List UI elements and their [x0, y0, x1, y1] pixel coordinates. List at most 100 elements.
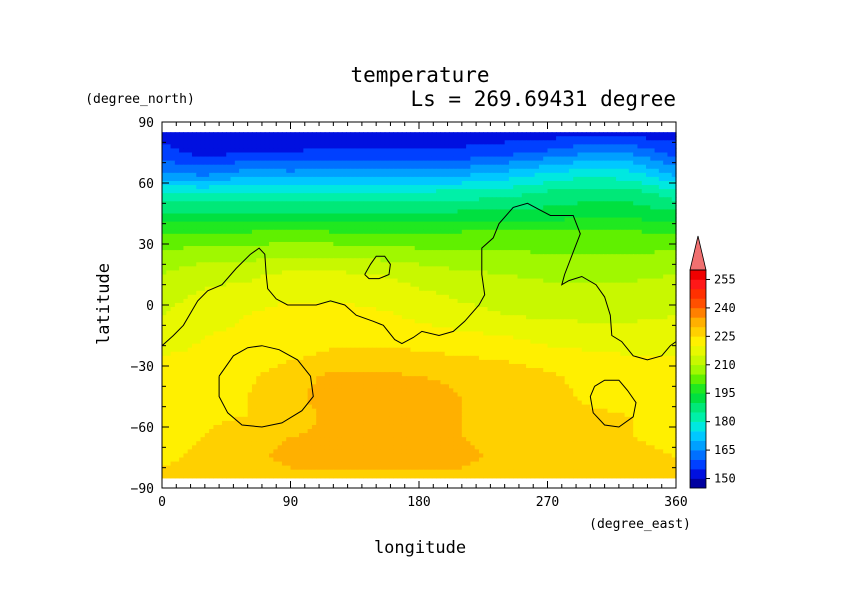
- field-cell: [341, 254, 347, 259]
- field-cell: [354, 246, 360, 251]
- field-cell: [551, 286, 557, 292]
- field-cell: [264, 213, 270, 219]
- field-cell: [281, 258, 287, 263]
- field-cell: [616, 270, 621, 276]
- field-cell: [367, 286, 373, 292]
- field-cell: [230, 201, 236, 206]
- field-cell: [491, 221, 497, 227]
- field-cell: [547, 274, 553, 280]
- field-cell: [281, 221, 287, 227]
- field-cell: [389, 172, 394, 178]
- field-cell: [564, 160, 570, 166]
- field-cell: [637, 278, 643, 284]
- field-cell: [371, 282, 377, 288]
- field-cell: [590, 262, 596, 267]
- field-cell: [419, 237, 424, 243]
- field-cell: [543, 266, 549, 272]
- field-cell: [620, 221, 626, 227]
- field-cell: [448, 229, 454, 235]
- field-cell: [363, 294, 369, 300]
- field-cell: [281, 250, 287, 255]
- field-cell: [393, 132, 399, 137]
- field-cell: [504, 213, 510, 219]
- field-cell: [448, 176, 454, 182]
- field-cell: [239, 229, 244, 235]
- field-cell: [346, 294, 352, 300]
- field-cell: [384, 185, 390, 190]
- field-cell: [397, 237, 403, 243]
- field-cell: [183, 197, 189, 202]
- field-cell: [551, 144, 557, 150]
- field-cell: [603, 148, 609, 154]
- field-cell: [508, 282, 514, 288]
- field-cell: [273, 294, 279, 300]
- field-cell: [667, 209, 673, 215]
- field-cell: [324, 274, 330, 280]
- field-cell: [658, 241, 664, 247]
- field-cell: [290, 185, 296, 190]
- field-cell: [427, 250, 433, 255]
- field-cell: [521, 229, 527, 235]
- field-cell: [247, 205, 253, 211]
- field-cell: [333, 290, 339, 296]
- field-cell: [461, 241, 467, 247]
- field-cell: [431, 164, 437, 170]
- field-cell: [363, 217, 369, 223]
- field-cell: [299, 274, 304, 280]
- field-cell: [431, 213, 437, 219]
- field-cell: [453, 132, 459, 137]
- field-cell: [466, 286, 471, 292]
- field-cell: [538, 201, 544, 206]
- field-cell: [384, 152, 390, 158]
- field-cell: [478, 168, 484, 174]
- field-cell: [414, 274, 420, 280]
- field-cell: [457, 286, 463, 292]
- field-cell: [504, 229, 510, 235]
- field-cell: [534, 286, 540, 292]
- field-cell: [654, 241, 660, 247]
- field-cell: [419, 262, 424, 267]
- field-cell: [174, 250, 180, 255]
- field-cell: [174, 270, 180, 276]
- field-cell: [256, 274, 262, 280]
- field-cell: [448, 298, 454, 304]
- field-cell: [221, 262, 227, 267]
- field-cell: [367, 201, 373, 206]
- field-cell: [526, 189, 531, 194]
- field-cell: [346, 193, 352, 198]
- field-cell: [431, 144, 437, 150]
- field-cell: [440, 197, 446, 202]
- field-cell: [551, 294, 557, 300]
- field-cell: [196, 270, 202, 276]
- field-cell: [457, 221, 463, 227]
- field-cell: [667, 132, 673, 137]
- field-cell: [483, 136, 489, 141]
- field-cell: [277, 241, 283, 247]
- field-cell: [209, 160, 214, 166]
- field-cell: [474, 193, 480, 198]
- field-cell: [393, 180, 399, 186]
- field-cell: [299, 246, 304, 251]
- field-cell: [414, 270, 420, 276]
- field-cell: [663, 176, 669, 182]
- field-cell: [397, 209, 403, 215]
- field-cell: [213, 290, 219, 296]
- field-cell: [624, 262, 630, 267]
- field-cell: [354, 164, 360, 170]
- field-cell: [427, 233, 433, 239]
- field-cell: [637, 274, 643, 280]
- field-cell: [294, 270, 300, 276]
- field-cell: [423, 233, 429, 239]
- field-cell: [290, 270, 296, 276]
- field-cell: [478, 286, 484, 292]
- field-cell: [179, 217, 185, 223]
- field-cell: [650, 156, 656, 162]
- field-cell: [406, 164, 412, 170]
- field-cell: [234, 278, 240, 284]
- field-cell: [466, 246, 471, 251]
- field-cell: [628, 282, 634, 288]
- field-cell: [401, 278, 407, 284]
- field-cell: [508, 136, 514, 141]
- field-cell: [174, 233, 180, 239]
- field-cell: [637, 233, 643, 239]
